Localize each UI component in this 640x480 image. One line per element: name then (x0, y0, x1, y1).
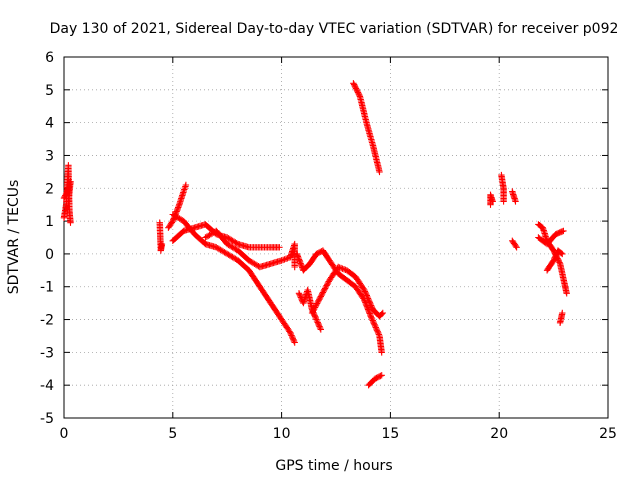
data-series-segment (365, 372, 385, 389)
data-series-segment (498, 171, 507, 205)
data-series-segment (293, 247, 385, 356)
chart-title: Day 130 of 2021, Sidereal Day-to-day VTE… (50, 21, 619, 37)
y-tick-label: 1 (45, 214, 54, 230)
y-axis-label: SDTVAR / TECUs (6, 180, 22, 295)
data-series-segment (202, 227, 298, 271)
data-series-segment (509, 237, 520, 251)
y-tick-label: 4 (45, 116, 54, 132)
data-series-segment (509, 188, 519, 205)
data-series-segment (556, 309, 566, 326)
data-marker-trace (535, 227, 567, 248)
y-tick-label: 3 (45, 148, 54, 164)
y-tick-label: 2 (45, 181, 54, 197)
x-tick-label: 5 (168, 426, 177, 442)
y-tick-label: -4 (40, 378, 54, 394)
y-tick-label: -3 (40, 345, 54, 361)
data-series-segment (535, 227, 567, 248)
y-tick-label: -2 (40, 313, 54, 329)
data-series-segment (308, 263, 386, 320)
y-tick-label: 5 (45, 83, 54, 99)
data-marker-trace (60, 178, 74, 205)
x-tick-label: 20 (490, 426, 508, 442)
data-marker-trace (509, 188, 519, 205)
data-marker-trace (156, 219, 166, 254)
data-marker-trace (543, 247, 566, 274)
data-series-segment (487, 191, 496, 208)
data-points (60, 80, 570, 389)
data-series-segment (156, 219, 166, 254)
data-marker-trace (365, 372, 385, 389)
axis-ticks: 0 5 10 15 20 25 -5 -4 -3 -2 -1 0 1 2 3 4 5 6 (40, 50, 617, 442)
data-marker-trace (487, 191, 496, 208)
data-marker-trace (556, 309, 566, 326)
data-marker-trace (350, 80, 383, 176)
plot-frame (63, 56, 609, 419)
x-tick-label: 25 (599, 426, 617, 442)
x-tick-label: 0 (60, 426, 69, 442)
x-axis-label: GPS time / hours (275, 458, 392, 474)
data-marker-trace (308, 263, 386, 320)
x-tick-label: 10 (273, 426, 291, 442)
data-marker-trace (202, 227, 298, 271)
y-tick-label: 6 (45, 50, 54, 66)
data-marker-trace (498, 171, 507, 205)
data-marker-trace (293, 247, 385, 356)
data-marker-trace (169, 211, 298, 346)
grid (64, 57, 608, 418)
y-tick-label: -5 (40, 411, 54, 427)
data-series-segment (60, 178, 74, 205)
data-series-segment (543, 247, 566, 274)
data-series-segment (169, 211, 298, 346)
x-tick-label: 15 (381, 426, 399, 442)
y-tick-label: 0 (45, 247, 54, 263)
data-marker-trace (509, 237, 520, 251)
data-series-segment (350, 80, 383, 176)
y-tick-label: -1 (40, 280, 54, 296)
